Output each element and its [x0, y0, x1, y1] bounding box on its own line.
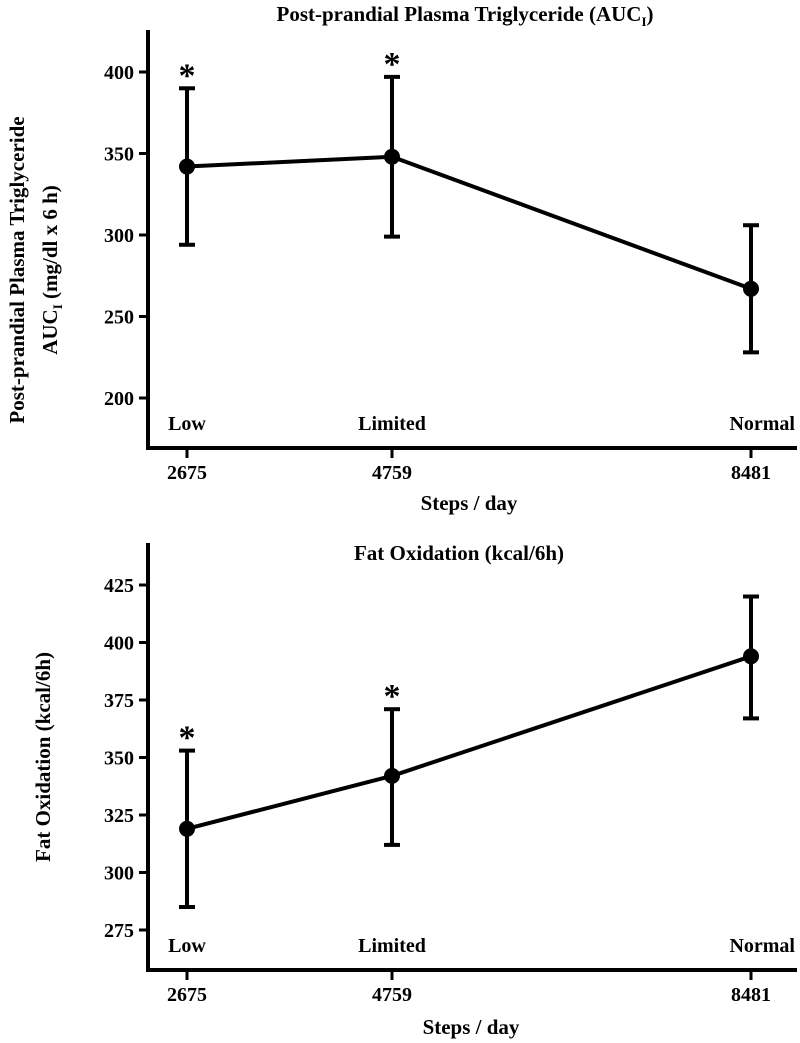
- y-tick-label: 250: [104, 307, 134, 329]
- data-point: [743, 280, 759, 297]
- significance-marker: *: [179, 57, 196, 94]
- y-tick-label: 400: [104, 62, 134, 84]
- x-tick-label: 2675: [167, 462, 207, 484]
- x-tick-label: 2675: [167, 984, 207, 1006]
- data-point: [743, 648, 759, 665]
- group-label: Normal: [729, 935, 795, 957]
- svg-text:Post-prandial Plasma Triglycer: Post-prandial Plasma Triglyceride: [5, 116, 29, 423]
- x-axis-label: Steps / day: [423, 1015, 520, 1039]
- data-point: [179, 820, 195, 837]
- y-tick-label: 275: [104, 920, 134, 942]
- chart-title: Post-prandial Plasma Triglyceride (AUCI): [277, 2, 654, 29]
- y-tick-label: 350: [104, 748, 134, 770]
- y-axis-label: Fat Oxidation (kcal/6h): [31, 652, 55, 862]
- y-tick-label: 325: [104, 805, 134, 827]
- data-point: [384, 148, 400, 165]
- x-tick-label: 8481: [731, 462, 771, 484]
- svg-text:Fat Oxidation (kcal/6h): Fat Oxidation (kcal/6h): [31, 652, 55, 862]
- series-line: [186, 654, 752, 831]
- group-label: Low: [168, 413, 206, 435]
- significance-marker: *: [384, 46, 401, 83]
- series-line: [186, 154, 752, 291]
- x-tick-label: 8481: [731, 984, 771, 1006]
- y-axis-label: Post-prandial Plasma Triglyceride AUCI (…: [5, 116, 65, 423]
- y-tick-label: 300: [104, 863, 134, 885]
- group-label: Limited: [358, 413, 426, 435]
- group-label: Normal: [729, 413, 795, 435]
- fat-oxidation-chart: Fat Oxidation (kcal/6h) Fat Oxidation (k…: [31, 541, 797, 1039]
- y-tick-label: 375: [104, 690, 134, 712]
- x-tick-label: 4759: [372, 984, 412, 1006]
- x-axis-label: Steps / day: [421, 491, 518, 515]
- significance-marker: *: [384, 678, 401, 715]
- group-label: Limited: [358, 935, 426, 957]
- y-tick-label: 300: [104, 225, 134, 247]
- y-tick-label: 200: [104, 388, 134, 410]
- y-tick-label: 350: [104, 144, 134, 166]
- chart-title: Fat Oxidation (kcal/6h): [354, 541, 564, 565]
- svg-text:AUCI (mg/dl x 6 h): AUCI (mg/dl x 6 h): [38, 185, 65, 355]
- group-label: Low: [168, 935, 206, 957]
- x-tick-label: 4759: [372, 462, 412, 484]
- y-tick-label: 425: [104, 575, 134, 597]
- significance-marker: *: [179, 720, 196, 757]
- data-point: [179, 158, 195, 175]
- data-point: [384, 767, 400, 784]
- y-tick-label: 400: [104, 633, 134, 655]
- triglyceride-chart: Post-prandial Plasma Triglyceride (AUCI)…: [5, 2, 797, 515]
